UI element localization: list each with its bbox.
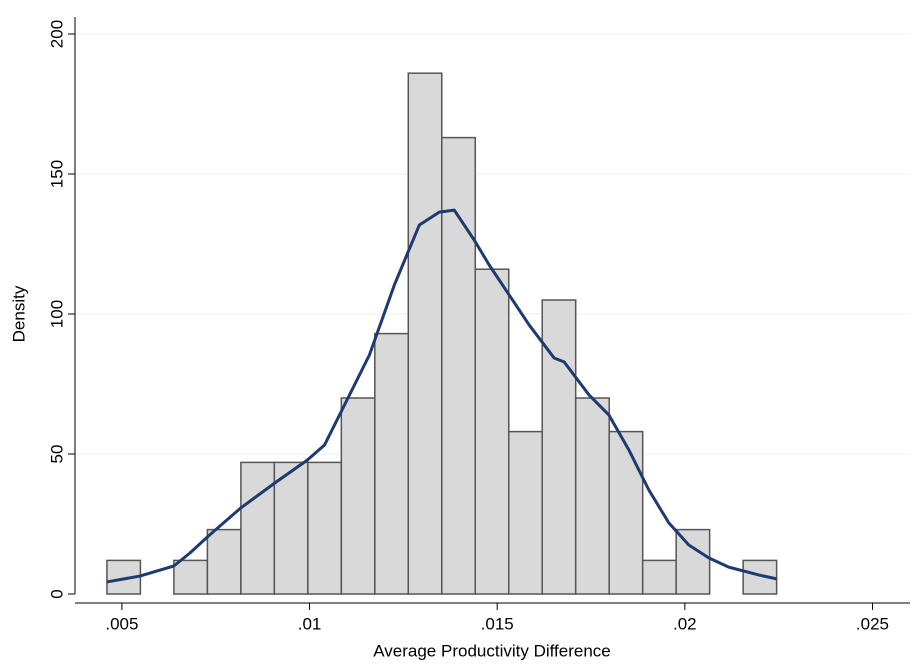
density-curve <box>106 208 777 584</box>
bar <box>675 528 711 595</box>
x-tick-label: .01 <box>298 614 322 633</box>
y-axis-label: Density <box>9 285 28 342</box>
bar <box>474 268 510 595</box>
x-tick-label: .005 <box>105 614 138 633</box>
bar <box>273 461 309 595</box>
x-tick-label: .02 <box>673 614 697 633</box>
bar <box>240 461 276 595</box>
bar <box>206 528 242 595</box>
bar <box>407 72 443 595</box>
x-axis-label: Average Productivity Difference <box>373 641 611 660</box>
y-tick-label: 150 <box>47 160 66 188</box>
x-tick-label: .025 <box>856 614 889 633</box>
bar <box>340 397 376 595</box>
bar <box>307 461 343 595</box>
bar <box>374 332 410 595</box>
y-tick-label: 0 <box>47 589 66 598</box>
bar <box>173 559 209 595</box>
bar <box>507 430 543 595</box>
y-tick-label: 50 <box>47 445 66 464</box>
bar <box>641 559 677 595</box>
bar <box>441 136 477 595</box>
y-tick-label: 100 <box>47 300 66 328</box>
bar <box>608 430 644 595</box>
bar <box>574 397 610 595</box>
x-tick-label: .015 <box>481 614 514 633</box>
bar <box>541 299 577 595</box>
y-tick-label: 200 <box>47 20 66 48</box>
